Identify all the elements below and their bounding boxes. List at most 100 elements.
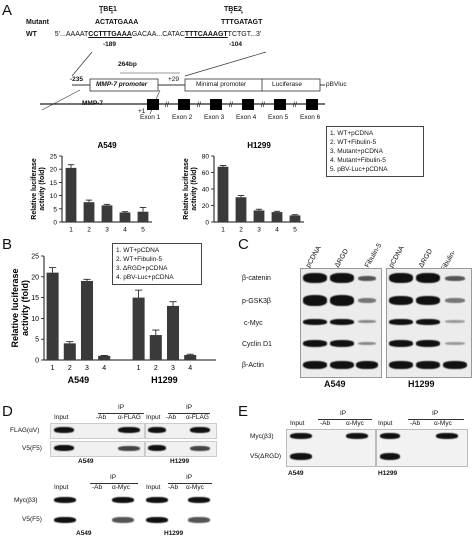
band [54, 497, 76, 503]
band [330, 273, 354, 283]
band [303, 319, 327, 325]
row-label-p-gsk3b: p-GSK3β [242, 298, 271, 305]
band [330, 340, 354, 347]
bar [83, 202, 95, 222]
position-104: -104 [229, 41, 243, 48]
tbe1-label: TBE1 [99, 6, 117, 13]
panel-label-e: E [238, 403, 249, 420]
x-tick-label: 2 [154, 365, 158, 372]
svg-text://: // [293, 102, 297, 109]
d-top-h1299: H1299 [170, 458, 190, 465]
bar [46, 272, 59, 360]
x-tick-label: 5 [293, 227, 297, 234]
promoter-construct-diagram [41, 51, 325, 115]
x-tick-label: 3 [171, 365, 175, 372]
band [303, 361, 327, 369]
y-tick-label: 5 [53, 206, 57, 213]
legend-b-item-4: 4. pBV-Luc+pCDNA [116, 274, 174, 281]
x-tick-label: 2 [68, 365, 72, 372]
wt-seq-suffix: TCTGT...3' [227, 31, 262, 38]
e-row-v5-drgd: V5(ΔRGD) [250, 453, 282, 460]
position-235: -235 [70, 76, 84, 83]
cell-line-h1299: H1299 [408, 379, 435, 389]
band [445, 320, 465, 323]
band [188, 497, 210, 503]
panel-label-c: C [238, 236, 249, 253]
exon-6-block [306, 99, 318, 110]
bar [235, 197, 247, 222]
panel-b-legend: 1. WT+pCDNA 2. WT+Fibulin-5 3. ΔRGD+pCDN… [112, 243, 202, 285]
y-tick-label: 15 [50, 180, 58, 187]
panel-label-d: D [2, 403, 13, 420]
band [290, 433, 312, 439]
mutant-label: Mutant [26, 19, 49, 26]
band [290, 453, 312, 460]
band [112, 497, 134, 503]
svg-text://: // [229, 102, 233, 109]
bar [137, 211, 149, 222]
legend-a-item-5: 5. pBV-Luc+pCDNA [330, 166, 388, 173]
e-row-myc-b3: Myc(β3) [250, 433, 274, 440]
panel-d-top: IP Input -Ab α-FLAG IP Input -Ab α-FLAG … [10, 404, 220, 468]
wt-sequence: WT 5'...AAAATCCTTTGAAAGACAA...CATACTTTCA… [26, 31, 261, 38]
svg-text://: // [197, 102, 201, 109]
band [445, 276, 465, 281]
d-bot-noab-h1299: -Ab [168, 484, 179, 491]
panel-e: IP Input -Ab α-Myc IP Input -Ab α-Myc My… [248, 404, 474, 484]
bar [217, 166, 229, 222]
band [148, 445, 166, 451]
wt-label: WT [26, 31, 37, 38]
d-top-noab-h1299: -Ab [166, 414, 177, 421]
chart-h1299-luciferase: H1299 Relative luciferaseactivity (fold) 0… [183, 141, 304, 234]
band [436, 433, 458, 439]
legend-b-item-2: 2. WT+Fibulin-5 [116, 256, 163, 263]
wt-seq-prefix: 5'...AAAAT [54, 31, 89, 38]
d-bot-ip-a549: IP [110, 474, 117, 481]
chart-title: A549 [97, 141, 117, 150]
y-axis-label-line: activity (fold) [39, 167, 46, 211]
band [416, 319, 440, 325]
band [330, 319, 354, 325]
y-tick-label: 25 [50, 154, 58, 161]
panel-label-b: B [2, 236, 13, 253]
legend-a-item-1: 1. WT+pCDNA [330, 130, 374, 137]
bar [119, 212, 131, 222]
exon-6-label: Exon 6 [300, 114, 321, 121]
exon-5-block [274, 99, 286, 110]
y-tick-label: 0 [35, 358, 39, 365]
bar [184, 355, 197, 360]
d-top-aflag-h1299: α-FLAG [186, 414, 209, 421]
x-tick-label: 3 [85, 365, 89, 372]
y-axis-label: Relative luciferaseactivity (fold) [31, 158, 46, 220]
bar [80, 280, 94, 360]
band [389, 296, 413, 305]
wt-seq-tbe1: CCTTTGAAA [88, 31, 132, 38]
d-bot-noab-a549: -Ab [92, 484, 103, 491]
y-axis-label-line: activity (fold) [191, 167, 198, 211]
d-bot-a549: A549 [76, 530, 92, 537]
y-axis-label-line: Relative luciferase [10, 268, 20, 347]
exon-4-label: Exon 4 [236, 114, 257, 121]
band [54, 445, 74, 451]
legend-a-item-3: 3. Mutant+pCDNA [330, 148, 383, 155]
exon-1-label: Exon 1 [140, 114, 161, 121]
y-tick-label: 40 [202, 187, 210, 194]
band [118, 446, 140, 451]
minimal-promoter-label: Minimal promoter [196, 81, 247, 88]
exon-1-block [147, 99, 159, 110]
mutant-seq-tbe1: ACTATGAAA [95, 19, 139, 26]
e-amyc-a549: α-Myc [346, 420, 364, 427]
bar [132, 297, 145, 360]
chart-a549-luciferase: A549 Relative luciferaseactivity (fold) 0 5… [31, 141, 152, 234]
band [146, 517, 168, 523]
bar [149, 335, 162, 360]
band [389, 361, 413, 369]
x-tick-label: 1 [137, 365, 141, 372]
band [416, 361, 440, 369]
d-top-noab-a549: -Ab [96, 414, 107, 421]
bar [166, 305, 180, 360]
e-ip-a549: IP [340, 410, 347, 417]
wt-seq-mid: GACAA...CATAC [131, 31, 185, 38]
d-bot-ip-h1299: IP [186, 474, 193, 481]
band [54, 517, 76, 523]
